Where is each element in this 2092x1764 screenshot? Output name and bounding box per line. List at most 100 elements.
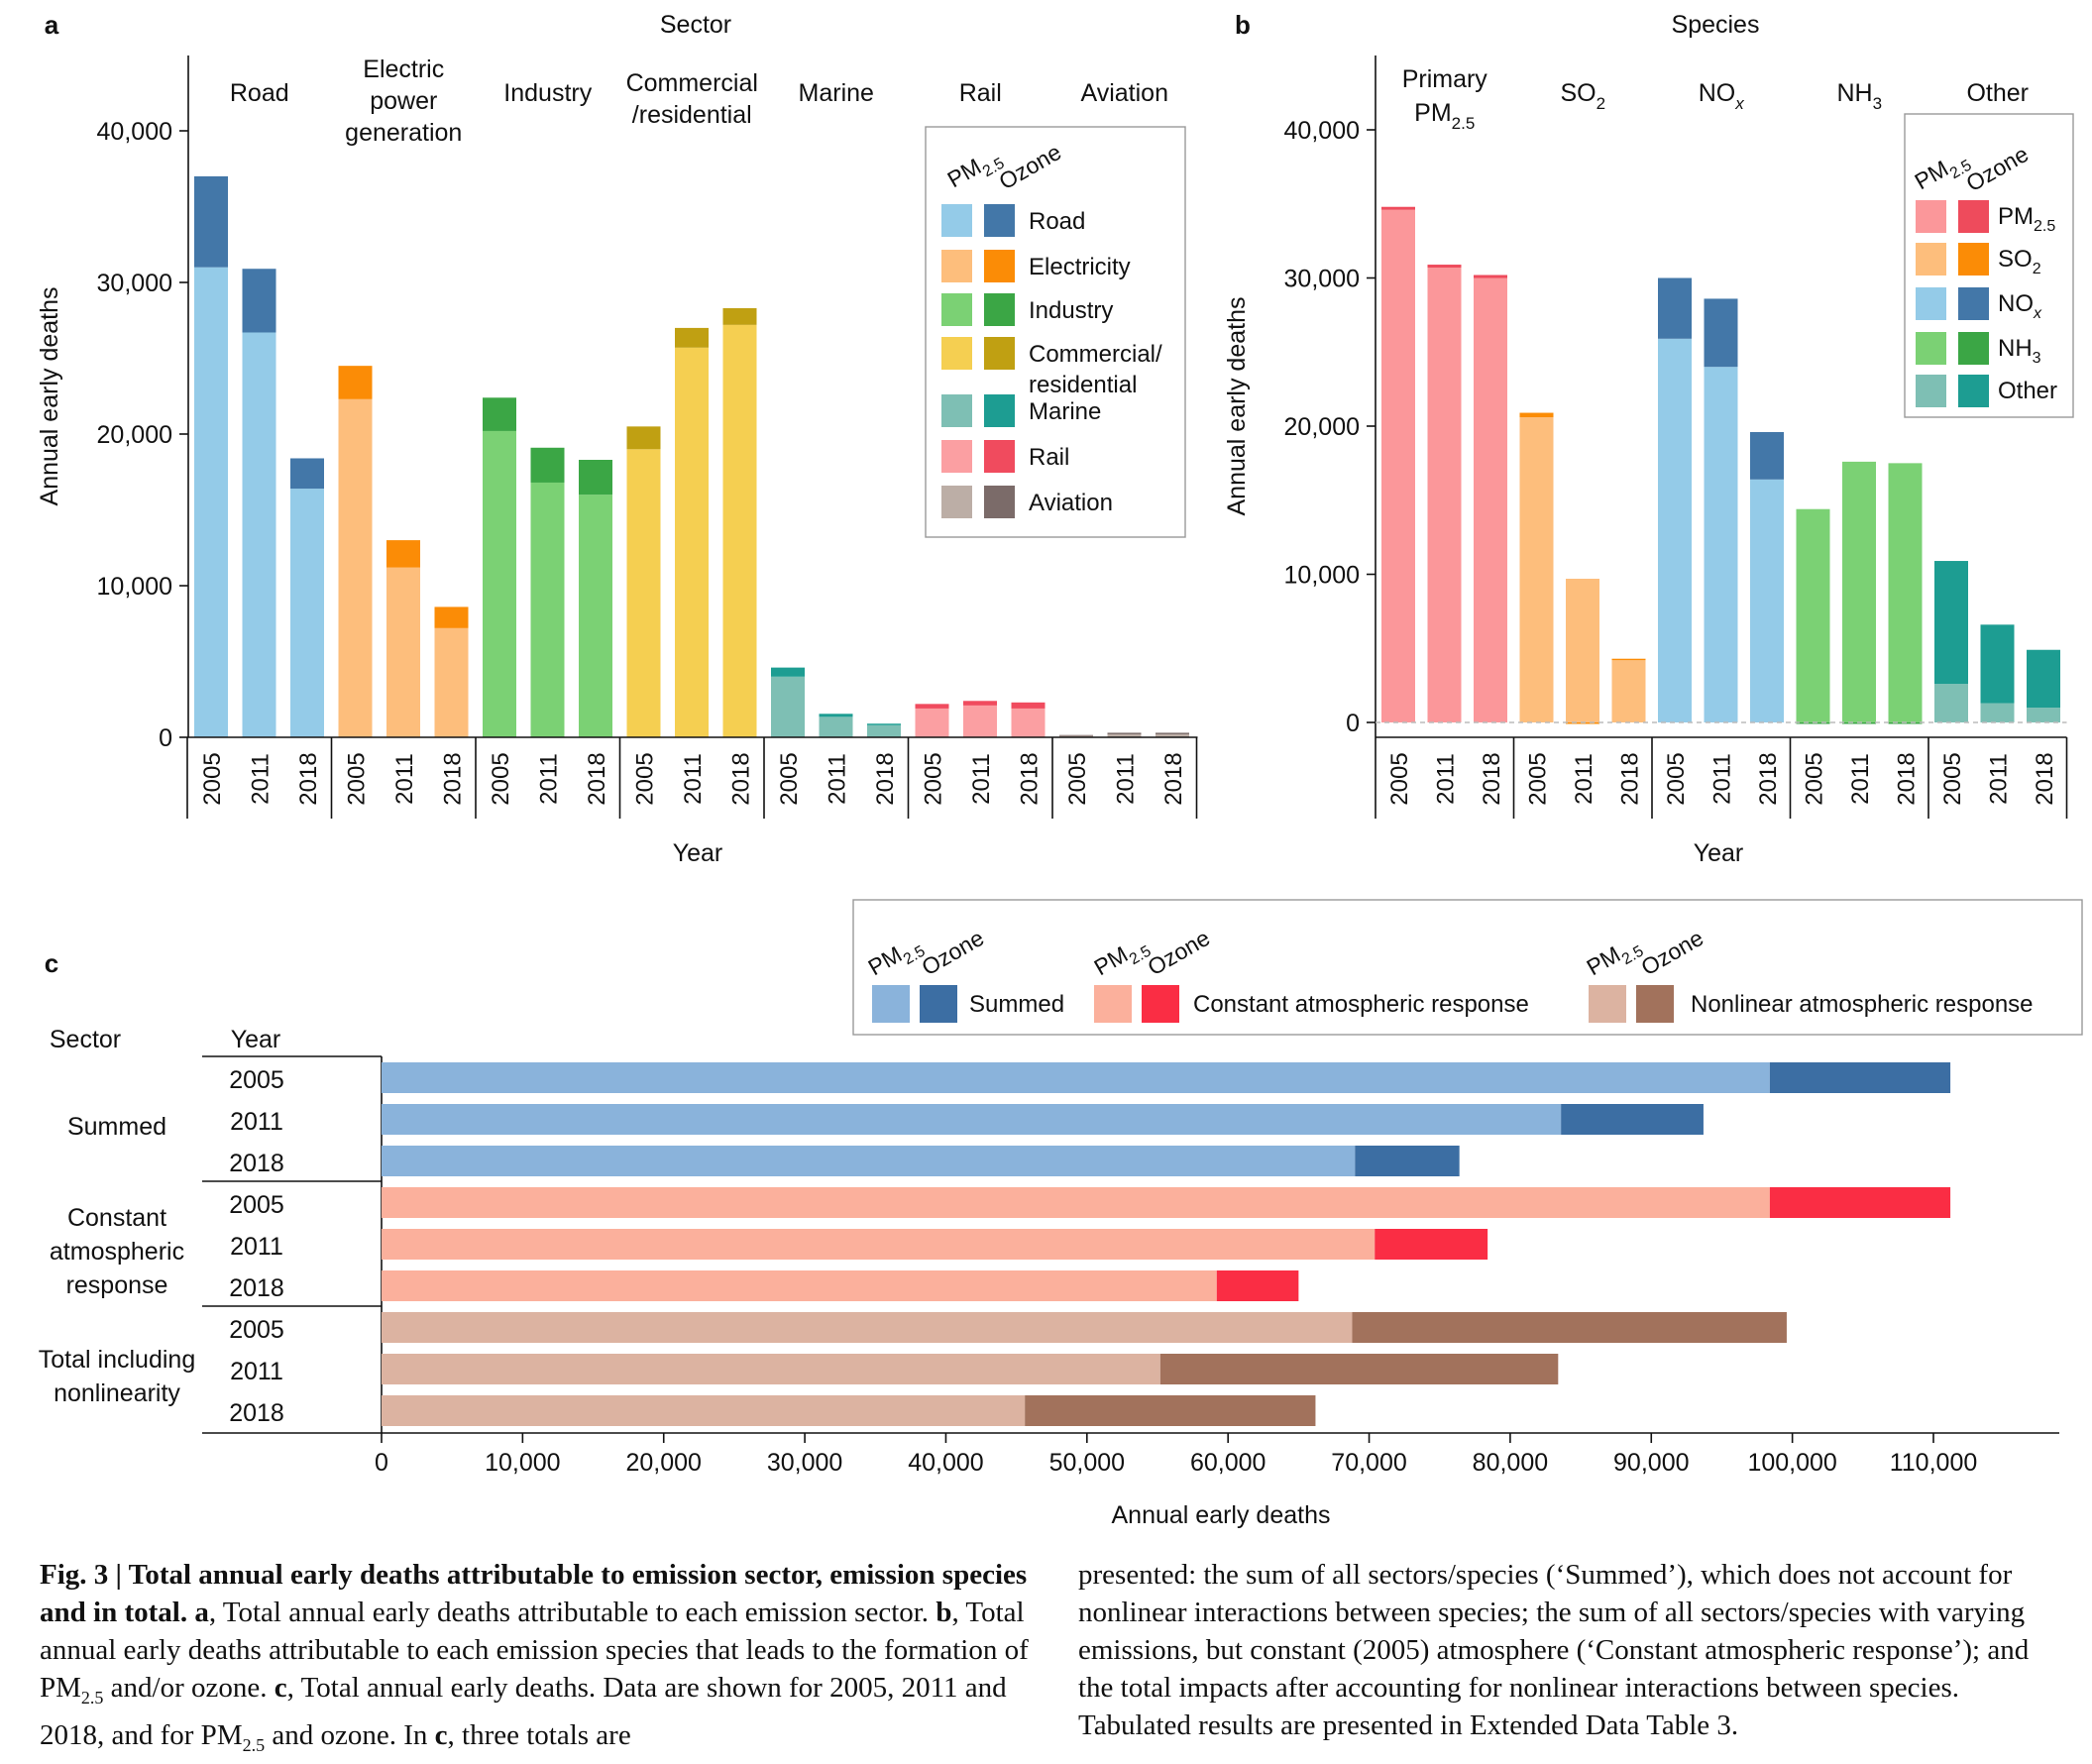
panel-a-year-label: 2011 — [680, 753, 707, 805]
panel-a-bar-pm25 — [338, 398, 373, 737]
panel-c-bar-pm25 — [382, 1354, 1160, 1384]
panel-a-legend-swatch-pm25 — [941, 250, 972, 282]
panel-b-year-label: 2011 — [1847, 753, 1874, 805]
panel-b-bar-ozone — [1750, 431, 1784, 480]
panel-b-year-label: 2005 — [1802, 752, 1828, 805]
panel-b-legend-swatch-ozone — [1958, 332, 1989, 365]
panel-a-year-label: 2005 — [344, 752, 371, 805]
panel-b-bar-pm25 — [1611, 660, 1646, 722]
panel-a-legend-swatch-pm25 — [941, 204, 972, 237]
panel-b-legend-swatch-ozone — [1958, 243, 1989, 276]
panel-c-year-label: 2005 — [229, 1316, 284, 1344]
panel-a-year-label: 2018 — [440, 752, 467, 805]
panel-b-bar-pm25 — [1842, 461, 1876, 722]
panel-a-year-label: 2011 — [825, 753, 851, 805]
panel-a-legend-swatch-ozone — [984, 250, 1015, 282]
panel-b-group-label-main: PM — [1414, 99, 1452, 127]
panel-b-group-label: NH3 — [1836, 79, 1882, 113]
panel-c-total-chart: c Sector Year Summed 2005 2011 2018 Constant atm… — [39, 899, 2083, 1529]
figure-canvas: a Sector 0 10,000 20,000 30,000 40,000 Annual e… — [36, 10, 2083, 1529]
panel-c-legend-swatch-pm25 — [872, 985, 910, 1023]
panel-b-letter: b — [1235, 10, 1251, 40]
panel-b-ylabel: Annual early deaths — [1223, 297, 1251, 516]
panel-b-legend-label: Other — [1998, 378, 2057, 404]
panel-a-bar-ozone — [1059, 734, 1093, 736]
panel-a-legend-swatch-pm25 — [941, 486, 972, 518]
panel-c-bar-pm25 — [382, 1104, 1562, 1135]
panel-b-xlabel: Year — [1694, 839, 1744, 867]
panel-b-ytick-label: 40,000 — [1284, 117, 1360, 145]
panel-a-year-label: 2005 — [921, 752, 947, 805]
panel-b-ytick-label: 20,000 — [1284, 413, 1360, 441]
panel-b-legend-label: NH3 — [1998, 335, 2041, 367]
panel-b-legend-label: NOx — [1998, 290, 2042, 322]
panel-a-year-label: 2005 — [1064, 752, 1091, 805]
panel-b-legend-label-main: Other — [1998, 378, 2057, 404]
panel-c-year-label: 2011 — [230, 1358, 283, 1385]
panel-a-group-label: Marine — [799, 79, 874, 107]
panel-a-ytick-label: 40,000 — [97, 118, 172, 146]
panel-a-bar-ozone — [434, 606, 469, 628]
panel-a-bar-pm25 — [483, 430, 516, 737]
panel-b-bar-ozone — [1427, 265, 1462, 269]
panel-a-year-label: 2018 — [872, 752, 899, 805]
panel-a-bar-pm25 — [386, 567, 420, 737]
panel-a-legend-label: Commercial/ — [1029, 341, 1162, 368]
panel-b-bar-ozone — [1519, 412, 1554, 418]
panel-c-legend-swatch-pm25 — [1589, 985, 1626, 1023]
panel-a-letter: a — [45, 10, 59, 40]
panel-b-legend-swatch-ozone — [1958, 287, 1989, 320]
panel-b-group-label-sub: 2 — [1597, 94, 1605, 113]
panel-b-group-title: Species — [1672, 11, 1760, 39]
panel-b-legend-label-sub: 2 — [2033, 261, 2041, 277]
panel-c-letter: c — [45, 948, 58, 978]
panel-c-year-label: 2005 — [229, 1191, 284, 1219]
panel-c-xtick-label: 0 — [375, 1449, 388, 1477]
panel-a-bar-ozone — [1011, 702, 1046, 709]
panel-c-legend-swatch-ozone — [1142, 985, 1179, 1023]
panel-c-group-label: atmospheric — [50, 1238, 184, 1266]
panel-c-xtick-label: 30,000 — [767, 1449, 842, 1477]
panel-a-legend-label: residential — [1029, 372, 1137, 398]
panel-a-year-label: 2011 — [248, 753, 275, 805]
panel-a-legend-label: Electricity — [1029, 254, 1131, 280]
panel-b-bar-pm25 — [1934, 684, 1968, 722]
panel-a-legend-swatch-ozone — [984, 337, 1015, 370]
panel-a-legend-label: Marine — [1029, 398, 1101, 425]
panel-a-year-label: 2005 — [488, 752, 514, 805]
panel-a-legend-label: Aviation — [1029, 490, 1113, 516]
panel-c-legend-box — [852, 899, 2083, 1036]
panel-a-bar-ozone — [963, 701, 997, 706]
panel-c-bar-ozone — [1025, 1395, 1316, 1426]
panel-b-bar-pm25 — [1474, 277, 1507, 722]
panel-b-legend-swatch-pm25 — [1916, 375, 1946, 407]
panel-b-legend-label: SO2 — [1998, 246, 2041, 277]
panel-c-legend-swatch-pm25 — [1094, 985, 1132, 1023]
panel-a-group-label: Aviation — [1081, 79, 1169, 107]
panel-b-bar-pm25 — [2027, 708, 2060, 722]
panel-b-legend-label-main: SO — [1998, 246, 2033, 273]
panel-b-group-label: SO2 — [1560, 79, 1605, 113]
panel-a-legend-swatch-pm25 — [941, 293, 972, 326]
panel-c-bar-ozone — [1352, 1312, 1787, 1343]
panel-a-bar-ozone — [1156, 732, 1189, 734]
panel-b-legend-swatch-pm25 — [1916, 332, 1946, 365]
panel-c-year-label: 2018 — [229, 1274, 284, 1302]
panel-c-legend-label: Constant atmospheric response — [1193, 991, 1529, 1018]
panel-a-year-label: 2018 — [1017, 752, 1044, 805]
panel-a-bar-ozone — [242, 269, 276, 333]
panel-c-xtick-label: 60,000 — [1190, 1449, 1266, 1477]
panel-a-year-label: 2005 — [776, 752, 803, 805]
panel-a-bar-ozone — [194, 175, 228, 268]
panel-a-bar-ozone — [483, 397, 516, 431]
panel-a-ytick-label: 20,000 — [97, 421, 172, 449]
panel-b-bar-pm25 — [1888, 463, 1923, 722]
panel-b-group-label-main: NO — [1699, 79, 1736, 107]
panel-b-year-label: 2005 — [1525, 752, 1552, 805]
panel-b-legend-swatch-ozone — [1958, 375, 1989, 407]
panel-a-group-label: Commercial — [626, 69, 758, 97]
panel-b-year-label: 2018 — [1479, 752, 1505, 805]
panel-b-group-label: PM2.5 — [1414, 99, 1475, 133]
panel-b-legend-label-sub: 3 — [2033, 350, 2041, 367]
